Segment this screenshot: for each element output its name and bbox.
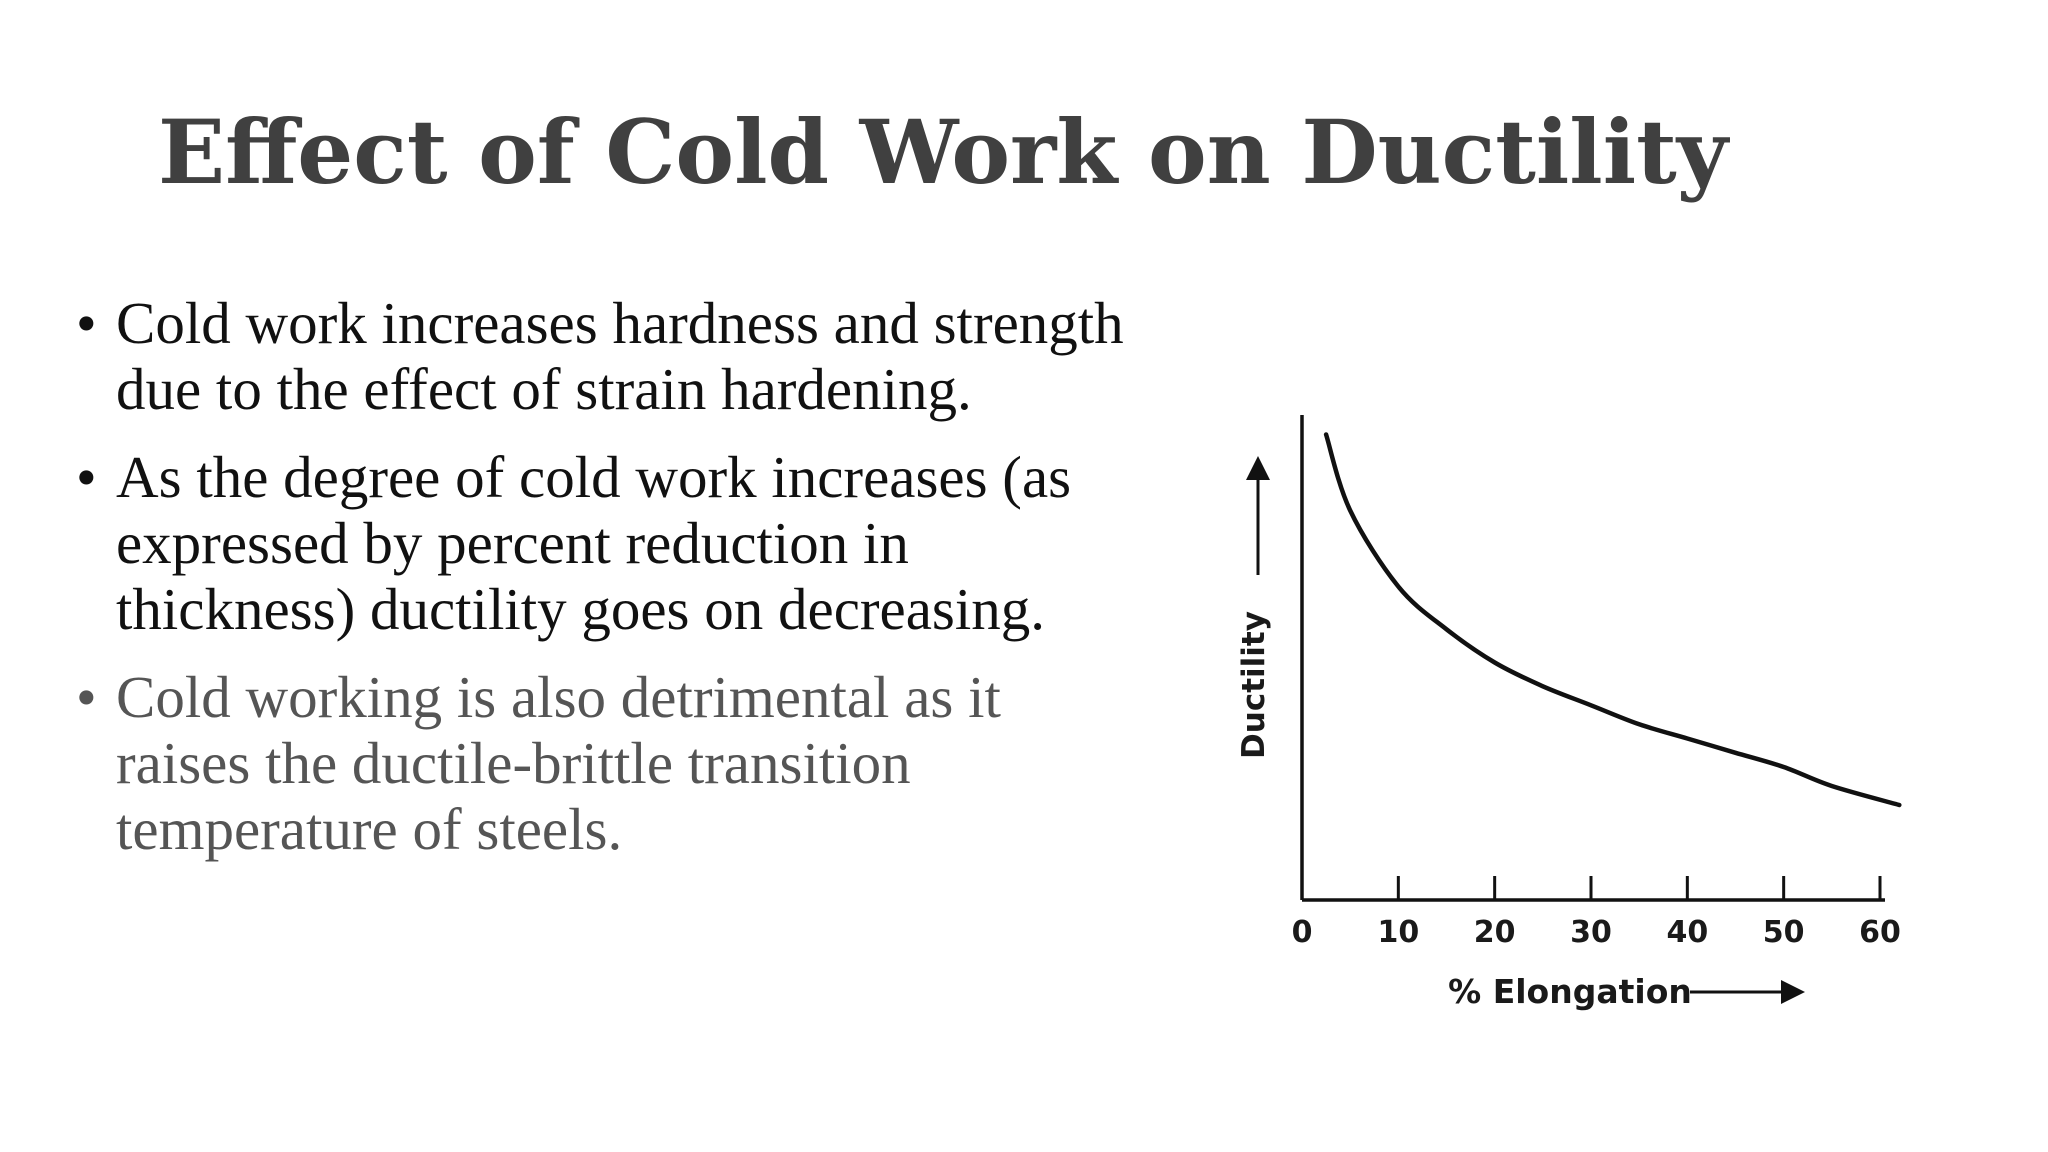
bullet-item: • As the degree of cold work increases (… <box>70 444 1130 642</box>
x-tick-label: 30 <box>1570 915 1612 950</box>
bullet-item: • Cold working is also detrimental as it… <box>70 664 1130 862</box>
x-axis-label: % Elongation <box>1448 972 1692 1011</box>
slide-title: Effect of Cold Work on Ductility <box>158 100 1728 204</box>
bullet-text: Cold working is also detrimental as it r… <box>116 664 1001 862</box>
x-tick-label: 50 <box>1763 915 1805 950</box>
bullet-item: • Cold work increases hardness and stren… <box>70 290 1130 422</box>
bullet-dot-icon: • <box>76 664 97 730</box>
bullet-dot-icon: • <box>76 290 97 356</box>
bullet-text: Cold work increases hardness and strengt… <box>116 290 1124 422</box>
bullet-dot-icon: • <box>76 444 97 510</box>
ductility-chart: 0 10 20 30 40 50 60 Ductility % Elongation <box>1236 415 1902 1011</box>
x-tick-label: 40 <box>1666 915 1708 950</box>
x-tick-label: 0 <box>1292 915 1313 950</box>
x-tick-label: 10 <box>1377 915 1419 950</box>
bullet-list: • Cold work increases hardness and stren… <box>70 290 1130 884</box>
bullet-text: As the degree of cold work increases (as… <box>116 444 1072 642</box>
ductility-curve <box>1323 432 1902 808</box>
y-axis-label: Ductility <box>1236 611 1272 759</box>
x-tick-label: 20 <box>1474 915 1516 950</box>
x-tick-label: 60 <box>1859 915 1901 950</box>
